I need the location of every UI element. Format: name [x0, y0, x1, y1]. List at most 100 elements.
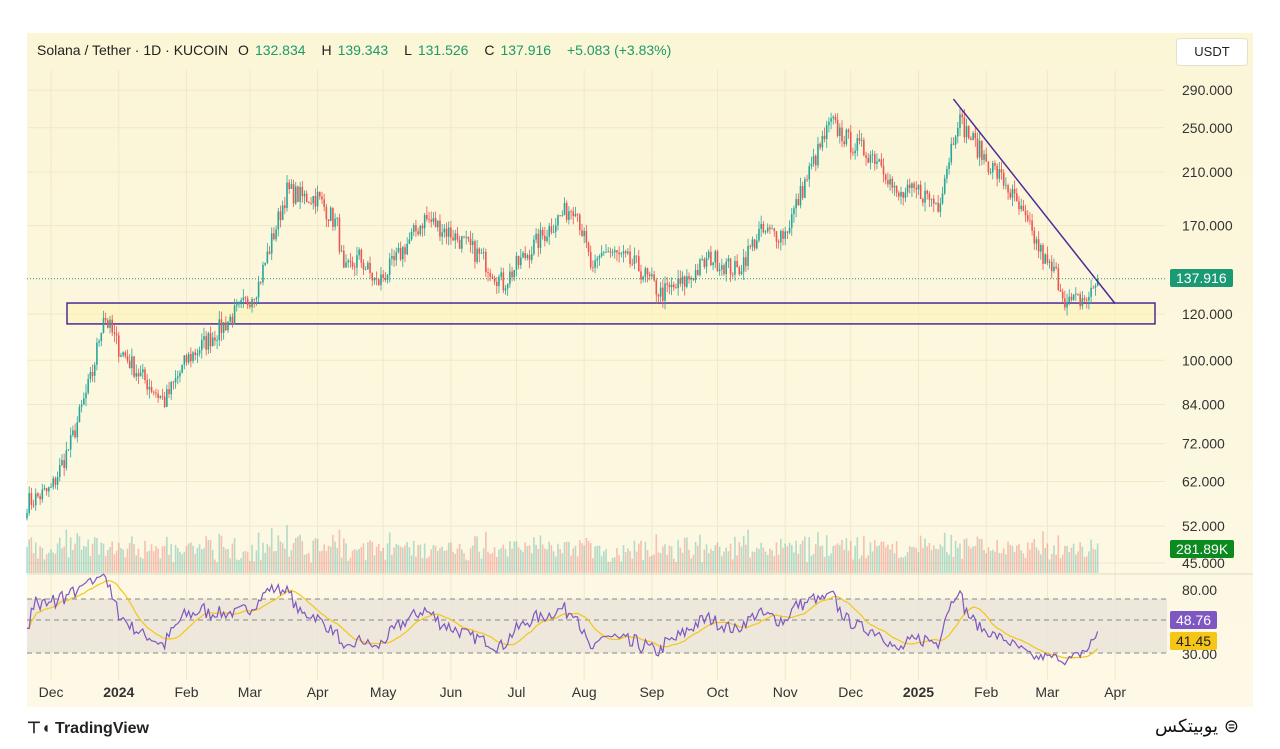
candle-body: [61, 460, 63, 466]
candle-body: [723, 265, 725, 275]
candle-body: [382, 274, 384, 278]
candle-body: [498, 276, 500, 287]
volume-bar: [694, 541, 697, 573]
candle-body: [520, 257, 522, 266]
candle-body: [1053, 266, 1055, 272]
volume-bar: [629, 551, 631, 573]
candle-body: [1037, 239, 1040, 252]
volume-bar: [983, 550, 985, 573]
candle-body: [56, 476, 59, 485]
volume-bar: [742, 535, 745, 573]
volume-bar: [817, 532, 819, 573]
volume-bar: [585, 538, 588, 573]
candle-body: [832, 116, 835, 119]
candle-body: [402, 247, 404, 260]
candle-body: [985, 154, 988, 162]
volume-bar: [592, 558, 594, 573]
symbol-title[interactable]: Solana / Tether · 1D · KUCOIN: [37, 42, 229, 58]
volume-bar: [651, 555, 653, 573]
candle-body: [1002, 172, 1005, 186]
trend-line: [952, 98, 1116, 305]
candle-body: [318, 191, 321, 197]
volume-bar: [270, 528, 273, 573]
volume-bar: [758, 549, 760, 573]
volume-bar: [1094, 549, 1097, 573]
candle-body: [839, 127, 841, 136]
candle-body: [648, 274, 651, 277]
volume-bar: [541, 544, 544, 573]
candle-body: [948, 162, 950, 169]
candle-body: [89, 372, 92, 379]
volume-bar: [1046, 543, 1049, 573]
candle-body: [257, 281, 260, 298]
candle-body: [235, 304, 238, 306]
tradingview-logo[interactable]: ⊤◖ TradingView: [27, 718, 149, 738]
volume-bar: [482, 548, 485, 573]
volume-bar: [1009, 544, 1012, 573]
volume-bar: [220, 535, 223, 573]
candle-body: [500, 272, 502, 277]
candle-body: [766, 227, 769, 232]
volume-bar: [832, 546, 835, 573]
volume-bar: [61, 548, 63, 573]
volume-bar: [28, 539, 30, 573]
volume-bar: [85, 546, 87, 573]
volume-bar: [268, 546, 271, 573]
candle-body: [310, 203, 312, 204]
volume-bar: [463, 553, 465, 573]
candle-body: [163, 396, 166, 407]
volume-bar: [445, 550, 448, 573]
candle-body: [550, 226, 553, 233]
candle-body: [526, 255, 529, 259]
candle-body: [605, 252, 607, 253]
volume-bar: [69, 537, 72, 573]
candle-body: [1090, 287, 1092, 297]
time-tick-label: Jul: [507, 684, 525, 700]
candle-body: [734, 261, 736, 275]
candle-body: [544, 235, 546, 242]
volume-bar: [996, 539, 998, 573]
volume-bar: [928, 542, 931, 573]
candle-body: [1020, 205, 1022, 210]
volume-bar: [37, 558, 39, 573]
candle-body: [375, 278, 378, 280]
candle-body: [120, 355, 122, 357]
volume-bar: [30, 537, 33, 573]
candle-body: [609, 251, 612, 253]
candle-body: [638, 256, 640, 272]
candle-body: [568, 211, 570, 220]
candle-body: [1088, 296, 1090, 301]
tradingview-label: TradingView: [55, 720, 149, 737]
volume-bar: [246, 551, 249, 573]
candle-body: [849, 131, 852, 153]
volume-bar: [402, 547, 404, 573]
candle-body: [148, 386, 151, 390]
volume-bar: [467, 560, 470, 573]
currency-button[interactable]: USDT: [1176, 38, 1248, 66]
volume-bar: [203, 548, 205, 573]
time-tick-label: Feb: [974, 684, 998, 700]
candle-body: [611, 252, 614, 254]
volume-bar: [686, 537, 688, 573]
chart-panel[interactable]: [27, 33, 1253, 707]
candle-body: [471, 241, 474, 246]
candle-body: [970, 138, 972, 141]
volume-bar: [1029, 549, 1031, 573]
volume-bar: [568, 541, 570, 573]
volume-bar: [321, 550, 323, 573]
candle-body: [616, 250, 618, 253]
volume-bar: [788, 542, 791, 573]
volume-bar: [172, 562, 175, 573]
volume-bar: [1040, 554, 1042, 573]
volume-bar: [1048, 559, 1051, 573]
candle-body: [657, 294, 660, 297]
symbol-header: Solana / Tether · 1D · KUCOIN O 132.834 H…: [37, 42, 677, 58]
candle-body: [1070, 296, 1073, 300]
time-tick-label: Apr: [307, 684, 329, 700]
candle-body: [192, 352, 194, 362]
candle-body: [321, 196, 323, 200]
candle-body: [80, 404, 83, 407]
volume-bar: [579, 540, 581, 573]
volume-bar: [312, 540, 315, 573]
